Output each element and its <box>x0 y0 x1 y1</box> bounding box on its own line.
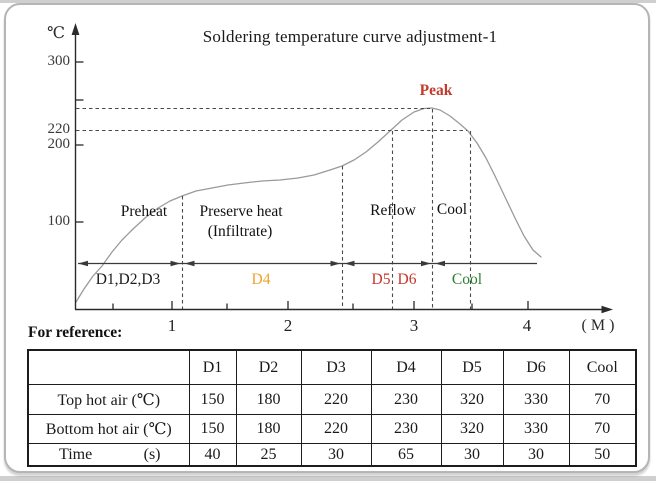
segment-label-d6: D6 <box>397 271 417 288</box>
table-cell: 65 <box>370 443 442 467</box>
table-cell: 180 <box>235 384 302 415</box>
time-unit: (s) <box>143 445 161 463</box>
phase-label-cool: Cool <box>436 201 468 218</box>
table-col-header: D4 <box>370 349 442 385</box>
page-bottom-edge <box>0 476 656 481</box>
row-label-cell: Bottom hot air (℃) <box>27 414 190 444</box>
x-tick-label-1: 1 <box>167 316 177 335</box>
table-row-time: Time (s) 40 25 30 65 30 30 50 <box>27 443 637 467</box>
table-cell: 320 <box>440 414 504 444</box>
table-col-header: Cool <box>568 349 637 385</box>
table-cell: 320 <box>440 384 504 415</box>
table-cell: 70 <box>568 384 637 415</box>
segment-label-d4: D4 <box>251 271 271 288</box>
phase-label-reflow: Reflow <box>370 202 416 219</box>
table-cell: 40 <box>188 443 237 467</box>
x-tick-label-2: 2 <box>283 316 293 335</box>
table-cell: 30 <box>440 443 504 467</box>
table-cell: 330 <box>502 384 570 415</box>
segment-label-d123: D1,D2,D3 <box>95 271 161 288</box>
segment-label-cool: Cool <box>451 271 483 288</box>
x-tick-label-4: 4 <box>522 316 532 335</box>
phase-label-preheat: Preheat <box>120 203 168 220</box>
table-cell: 70 <box>568 414 637 444</box>
x-axis-ticks <box>112 301 529 309</box>
y-axis-arrowhead <box>71 23 80 35</box>
for-reference-label: For reference: <box>28 324 123 341</box>
table-cell: 25 <box>235 443 302 467</box>
y-tick-label-100: 100 <box>47 213 71 229</box>
x-tick-label-3: 3 <box>409 316 419 335</box>
reference-table: D1 D2 D3 D4 D5 D6 Cool Top hot air (℃) 1… <box>27 349 637 467</box>
table-cell: 180 <box>235 414 302 444</box>
duration-span-arrows <box>78 260 537 267</box>
y-tick-label-220: 220 <box>47 121 71 137</box>
table-cell: 220 <box>300 414 372 444</box>
table-cell: 230 <box>370 384 442 415</box>
table-row-bottom-hot-air: Bottom hot air (℃) 150 180 220 230 320 3… <box>27 414 637 444</box>
table-corner-cell <box>27 349 190 385</box>
table-cell: 30 <box>502 443 570 467</box>
soldering-chart-svg <box>71 23 613 314</box>
y-axis-unit-label: ℃ <box>47 25 65 42</box>
table-cell: 220 <box>300 384 372 415</box>
table-col-header: D5 <box>440 349 504 385</box>
chart-title: Soldering temperature curve adjustment-1 <box>202 27 498 46</box>
page-top-edge <box>0 0 656 3</box>
table-header-row: D1 D2 D3 D4 D5 D6 Cool <box>27 349 637 385</box>
table-cell: 230 <box>370 414 442 444</box>
phase-label-infiltrate: (Infiltrate) <box>207 223 273 240</box>
table-cell: 330 <box>502 414 570 444</box>
table-col-header: D2 <box>235 349 302 385</box>
y-tick-label-200: 200 <box>47 136 71 152</box>
y-tick-label-300: 300 <box>47 53 71 69</box>
dashed-reference-lines <box>76 107 472 309</box>
table-col-header: D6 <box>502 349 570 385</box>
table-cell: 150 <box>188 414 237 444</box>
x-axis-arrowhead <box>601 305 613 314</box>
table-cell: 50 <box>568 443 637 467</box>
peak-annotation: Peak <box>419 82 453 99</box>
phase-label-preserve-heat: Preserve heat <box>199 203 283 220</box>
table-col-header: D1 <box>188 349 237 385</box>
table-row-top-hot-air: Top hot air (℃) 150 180 220 230 320 330 … <box>27 384 637 415</box>
table-col-header: D3 <box>300 349 372 385</box>
row-label-cell: Top hot air (℃) <box>27 384 190 415</box>
segment-label-d5: D5 <box>371 271 391 288</box>
x-axis-unit-label: ( M ) <box>581 317 615 334</box>
table-cell: 30 <box>300 443 372 467</box>
row-label-cell: Time (s) <box>27 443 190 467</box>
table-cell: 150 <box>188 384 237 415</box>
time-label: Time <box>59 445 93 463</box>
y-axis-ticks <box>76 61 84 223</box>
